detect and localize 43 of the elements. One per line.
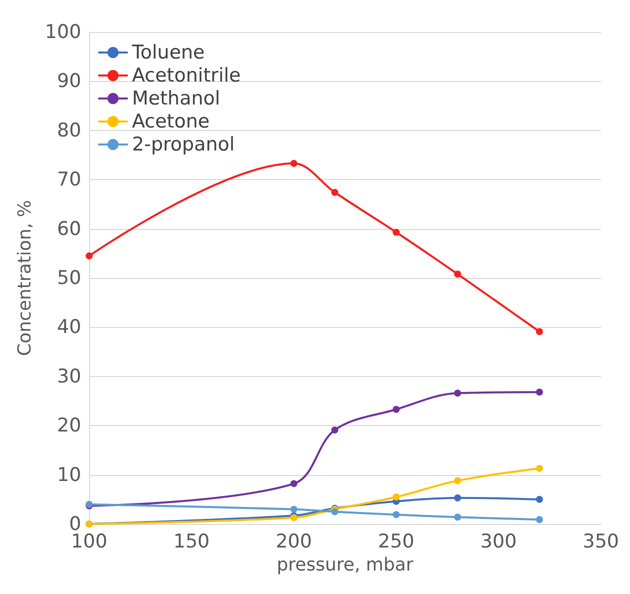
x-tick-label: 200	[276, 530, 312, 552]
y-tick-label: 60	[56, 218, 82, 240]
x-tick-label: 150	[173, 530, 210, 552]
y-tick-label: 10	[56, 464, 82, 486]
point	[536, 328, 543, 336]
y-tick-label: 70	[56, 168, 82, 191]
point	[454, 514, 462, 521]
legend-label: 2-propanol	[132, 134, 235, 156]
point	[86, 252, 93, 260]
point	[392, 493, 400, 500]
y-tick-label: 50	[56, 267, 82, 289]
point	[331, 188, 338, 196]
point	[454, 494, 462, 502]
point	[392, 228, 400, 236]
point	[454, 477, 462, 484]
legend-label: Toluene	[131, 42, 205, 64]
point	[454, 270, 462, 278]
y-tick-label: 40	[56, 316, 82, 338]
legend-label: Acetone	[132, 110, 210, 132]
point	[392, 406, 400, 413]
x-tick-label: 350	[582, 530, 619, 552]
x-axis-title: pressure, mbar	[276, 554, 414, 576]
y-tick-label: 100	[44, 21, 82, 43]
point	[290, 506, 298, 513]
x-tick-label: 300	[480, 530, 517, 552]
y-tick-label: 30	[56, 365, 82, 388]
point	[536, 464, 543, 472]
y-axis-title: Concentration, %	[14, 200, 36, 356]
point	[454, 390, 462, 397]
point	[392, 511, 400, 518]
point	[536, 496, 543, 503]
y-tick-label: 90	[56, 70, 82, 92]
x-tick-label: 250	[378, 530, 414, 552]
point	[536, 388, 543, 396]
point	[331, 426, 338, 434]
point	[290, 480, 298, 488]
point	[536, 516, 543, 524]
legend-label: Methanol	[132, 88, 220, 110]
y-tick-label: 20	[56, 414, 82, 437]
point	[290, 160, 298, 167]
legend-label: Acetonitrile	[132, 64, 241, 86]
point	[331, 508, 338, 516]
y-tick-label: 80	[56, 119, 82, 142]
